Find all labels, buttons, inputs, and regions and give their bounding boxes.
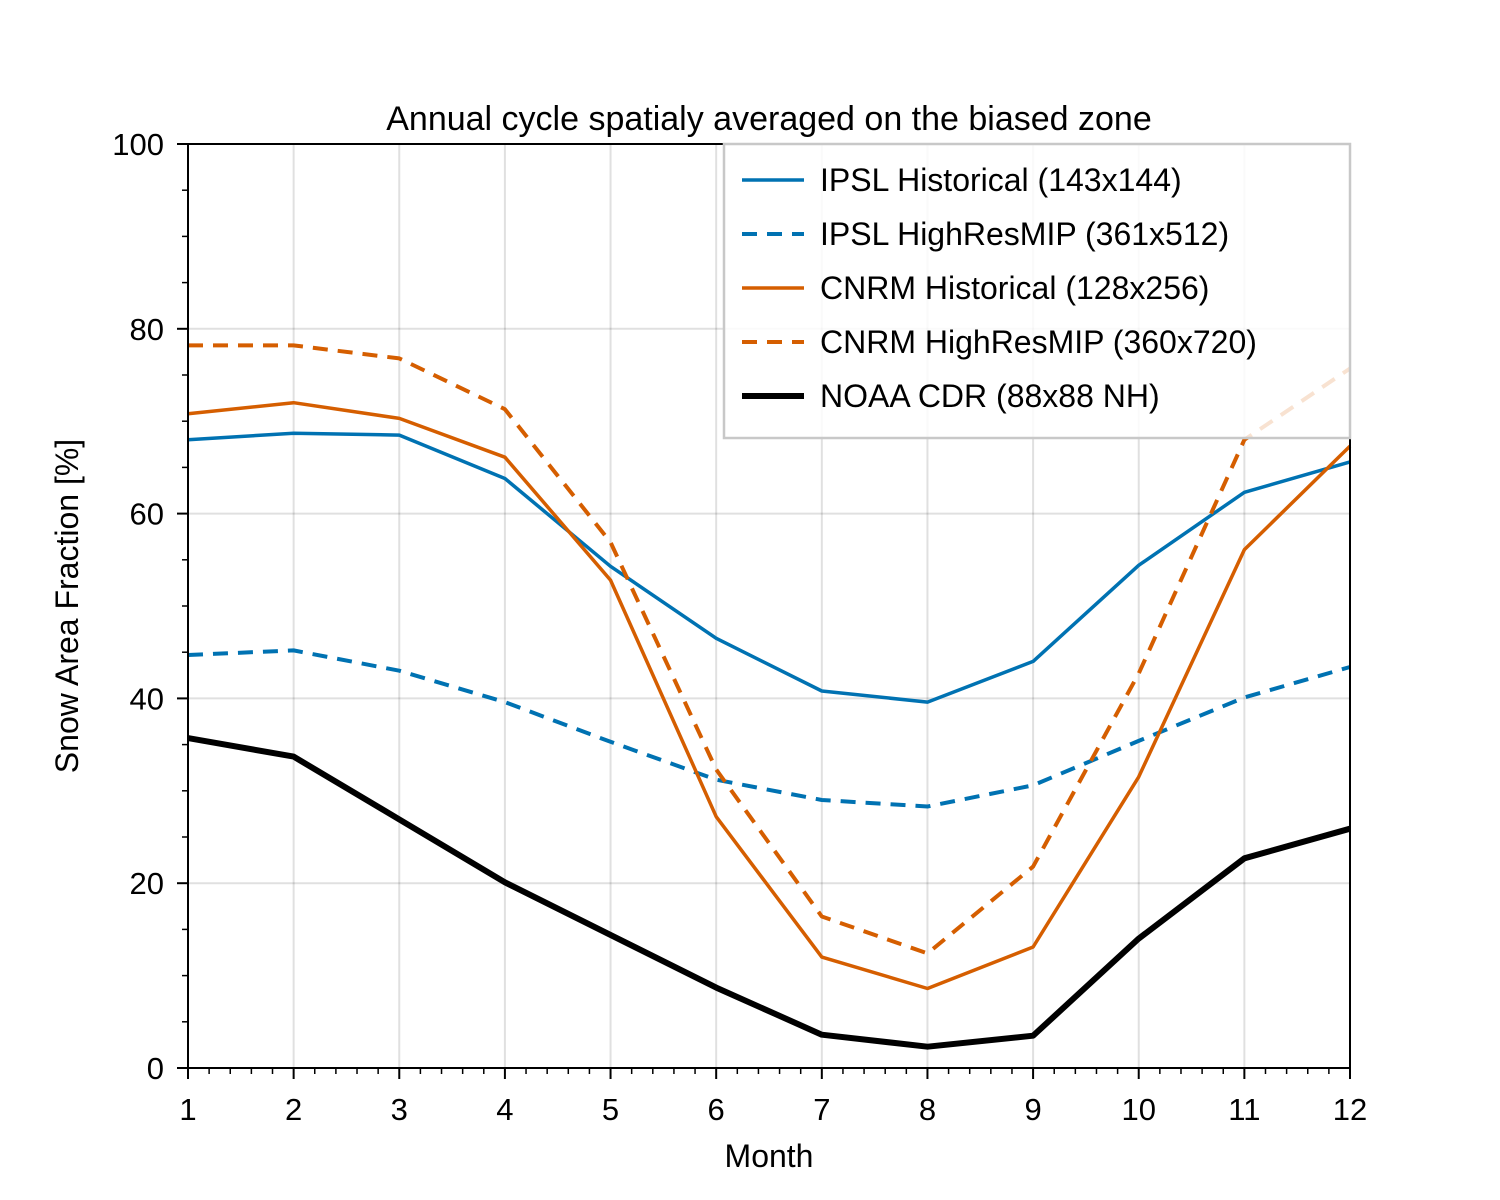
data-point [927, 988, 928, 989]
data-point [504, 409, 505, 410]
data-point [716, 987, 717, 988]
series-line-1 [187, 648, 1351, 809]
y-tick-label: 100 [112, 127, 164, 162]
data-point [821, 1034, 822, 1035]
y-tick-label: 80 [130, 312, 164, 347]
data-point [927, 1046, 928, 1047]
series-lines [187, 343, 1352, 1050]
x-tick-label: 10 [1121, 1092, 1155, 1127]
data-point [399, 358, 400, 359]
series-line-4 [187, 735, 1351, 1050]
data-point [716, 638, 717, 639]
data-point [821, 800, 822, 801]
data-point [927, 806, 928, 807]
x-tick-label: 9 [1024, 1092, 1041, 1127]
data-point [1033, 661, 1034, 662]
data-point [1033, 866, 1034, 867]
data-point [293, 402, 294, 403]
data-point [927, 953, 928, 954]
legend-label: IPSL Historical (143x144) [820, 162, 1182, 198]
y-tick-label: 40 [130, 681, 164, 716]
x-tick-label: 1 [179, 1092, 196, 1127]
data-point [1138, 565, 1139, 566]
x-tick-label: 2 [285, 1092, 302, 1127]
y-tick-label: 20 [130, 866, 164, 901]
data-point [1033, 946, 1034, 947]
y-tick-label: 0 [147, 1051, 164, 1086]
data-point [610, 934, 611, 935]
data-point [610, 580, 611, 581]
data-point [399, 435, 400, 436]
data-point [293, 756, 294, 757]
data-point [504, 457, 505, 458]
legend-label: IPSL HighResMIP (361x512) [820, 216, 1229, 252]
legend: IPSL Historical (143x144) IPSL HighResMIP… [722, 142, 1352, 440]
chart-title: Annual cycle spatialy averaged on the bi… [386, 100, 1152, 138]
data-point [1244, 697, 1245, 698]
data-point [1244, 492, 1245, 493]
data-point [1033, 1035, 1034, 1036]
data-point [821, 691, 822, 692]
series-line-2 [187, 400, 1352, 991]
y-tick-label: 60 [130, 497, 164, 532]
data-point [610, 566, 611, 567]
data-point [293, 650, 294, 651]
data-point [821, 957, 822, 958]
x-tick-label: 11 [1228, 1092, 1260, 1127]
legend-label: NOAA CDR (88x88 NH) [820, 378, 1160, 414]
data-point [399, 670, 400, 671]
x-tick-label: 8 [919, 1092, 936, 1127]
data-point [610, 542, 611, 543]
data-point [716, 779, 717, 780]
legend-label: CNRM Historical (128x256) [820, 270, 1209, 306]
data-point [1138, 938, 1139, 939]
data-point [1138, 740, 1139, 741]
data-point [399, 418, 400, 419]
data-point [927, 702, 928, 703]
x-tick-label: 5 [602, 1092, 619, 1127]
data-point [821, 916, 822, 917]
data-point [293, 345, 294, 346]
x-axis-label: Month [725, 1138, 814, 1174]
legend-label: CNRM HighResMIP (360x720) [820, 324, 1257, 360]
legend-box [722, 142, 1352, 440]
data-point [610, 741, 611, 742]
x-tick-label: 3 [391, 1092, 408, 1127]
data-point [716, 769, 717, 770]
y-axis-label: Snow Area Fraction [%] [49, 439, 85, 773]
data-point [1244, 858, 1245, 859]
x-tick-label: 12 [1333, 1092, 1367, 1127]
data-point [504, 478, 505, 479]
x-tick-label: 4 [496, 1092, 513, 1127]
data-point [293, 433, 294, 434]
data-point [716, 816, 717, 817]
data-point [504, 882, 505, 883]
data-point [1244, 439, 1245, 440]
data-point [1244, 549, 1245, 550]
series-line-0 [187, 431, 1351, 704]
data-point [1033, 785, 1034, 786]
data-point [1138, 673, 1139, 674]
data-point [504, 702, 505, 703]
data-point [1138, 776, 1139, 777]
x-tick-label: 7 [813, 1092, 830, 1127]
x-tick-label: 6 [708, 1092, 725, 1127]
data-point [399, 819, 400, 820]
